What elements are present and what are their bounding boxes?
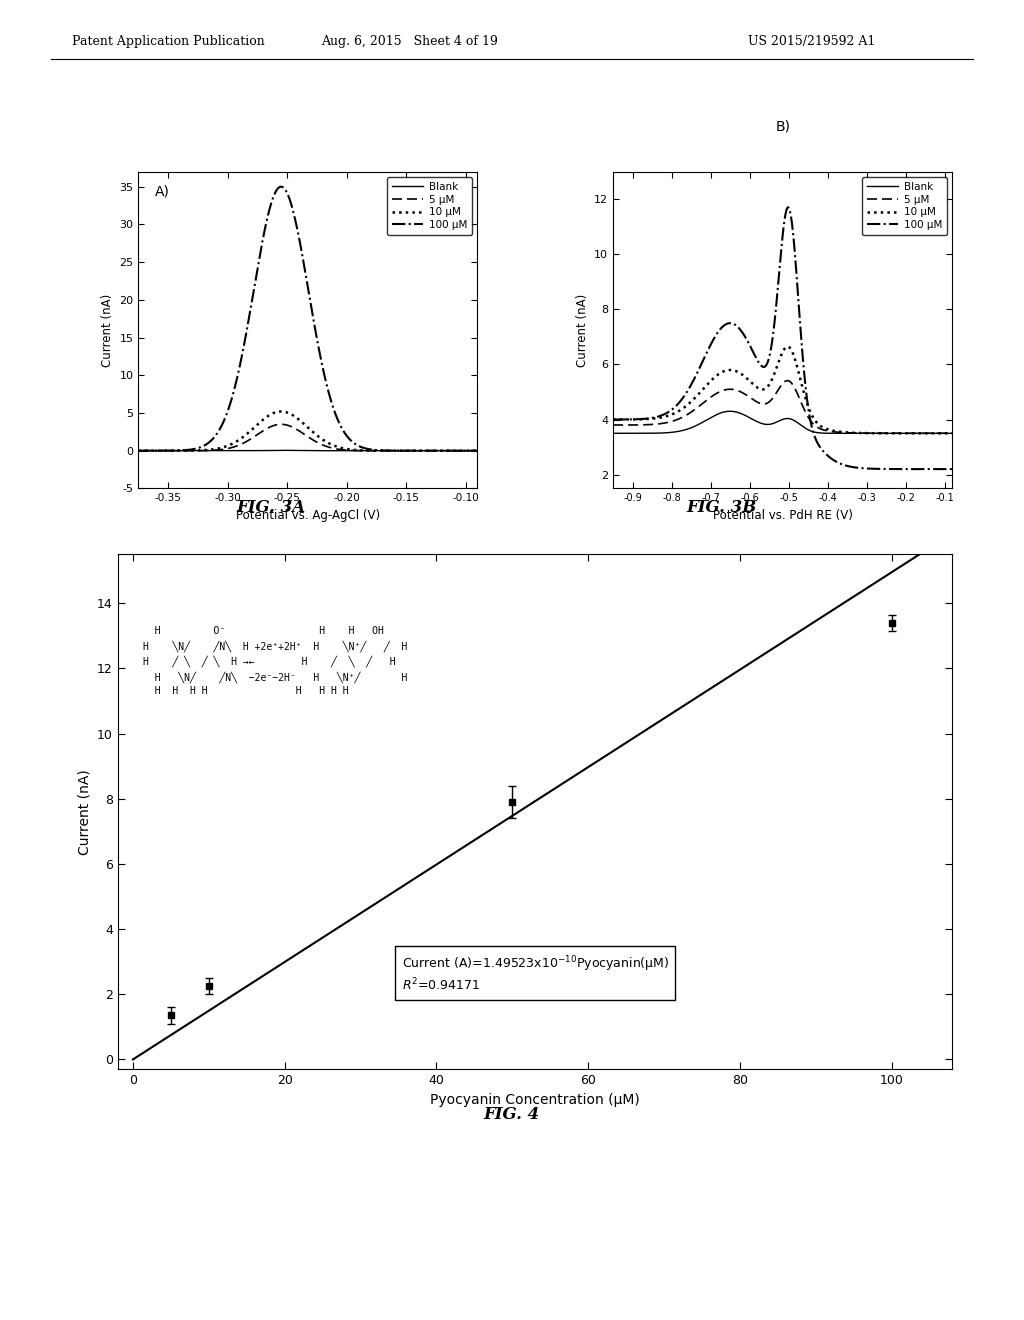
Text: A): A): [156, 185, 170, 198]
Text: FIG. 3B: FIG. 3B: [687, 499, 757, 516]
Text: FIG. 3A: FIG. 3A: [237, 499, 306, 516]
Y-axis label: Current (nA): Current (nA): [100, 293, 114, 367]
X-axis label: Potential vs. PdH RE (V): Potential vs. PdH RE (V): [713, 508, 853, 521]
Text: H         O⁻                H    H   OH
H    ╲N╱    ╱N╲  H +2e⁺+2H⁺  H    ╲N⁺╱  : H O⁻ H H OH H ╲N╱ ╱N╲ H +2e⁺+2H⁺ H ╲N⁺╱: [142, 627, 408, 696]
Text: FIG. 4: FIG. 4: [484, 1106, 540, 1123]
X-axis label: Pyocyanin Concentration (μM): Pyocyanin Concentration (μM): [430, 1093, 640, 1106]
Text: US 2015/219592 A1: US 2015/219592 A1: [748, 34, 874, 48]
Y-axis label: Current (nA): Current (nA): [78, 770, 91, 854]
Text: B): B): [775, 120, 791, 133]
Legend: Blank, 5 μM, 10 μM, 100 μM: Blank, 5 μM, 10 μM, 100 μM: [387, 177, 472, 235]
X-axis label: Potential vs. Ag-AgCl (V): Potential vs. Ag-AgCl (V): [236, 508, 380, 521]
Text: Aug. 6, 2015   Sheet 4 of 19: Aug. 6, 2015 Sheet 4 of 19: [322, 34, 498, 48]
Text: Patent Application Publication: Patent Application Publication: [72, 34, 264, 48]
Legend: Blank, 5 μM, 10 μM, 100 μM: Blank, 5 μM, 10 μM, 100 μM: [862, 177, 947, 235]
Text: Current (A)=1.49523x10$^{-10}$Pyocyanin(μM)
$R^2$=0.94171: Current (A)=1.49523x10$^{-10}$Pyocyanin(…: [401, 954, 669, 994]
Y-axis label: Current (nA): Current (nA): [575, 293, 589, 367]
